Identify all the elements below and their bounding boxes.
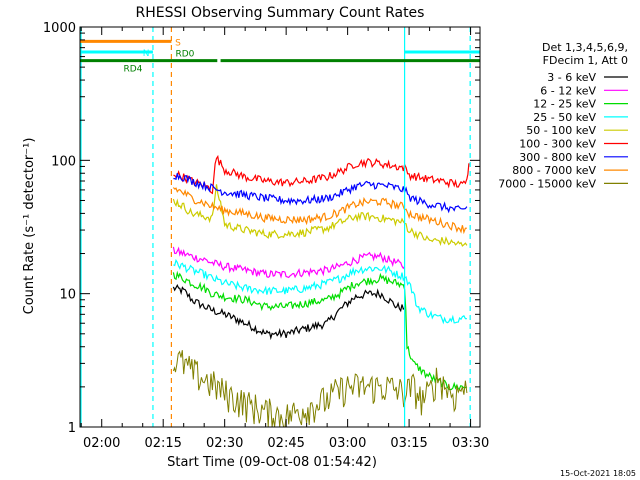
flag-label-rd0: RD0	[175, 50, 194, 60]
series-line-300-800-kev	[173, 173, 468, 214]
x-tick-label-02-15: 02:15	[144, 436, 181, 451]
series-line-3-6-kev	[172, 283, 405, 341]
y-tick-label-1000: 1000	[43, 21, 76, 36]
y-axis-label: Count Rate (s⁻¹ detector⁻¹)	[22, 138, 37, 315]
x-tick-label-03-00: 03:00	[329, 436, 366, 451]
x-tick-label-03-30: 03:30	[452, 436, 489, 451]
chart-title: RHESSI Observing Summary Count Rates	[136, 5, 425, 21]
series-line-25-50-kev	[173, 258, 467, 325]
y-tick-label-100: 100	[51, 154, 76, 169]
x-tick-label-02-45: 02:45	[267, 436, 304, 451]
legend-label-25-50-kev: 25 - 50 keV	[533, 111, 596, 124]
legend-label-100-300-kev: 100 - 300 keV	[519, 138, 596, 151]
axes: 02:00 02:15 02:30 02:45 03:00 03:15 03:30 1 10 10…	[43, 21, 489, 451]
x-tick-label-02-00: 02:00	[83, 436, 120, 451]
footer-timestamp: 15-Oct-2021 18:05	[560, 469, 636, 478]
legend: Det 1,3,4,5,6,9,FDecim 1, Att 0 3 - 6 keV…	[498, 41, 628, 190]
legend-label-6-12-kev: 6 - 12 keV	[540, 84, 596, 97]
legend-label-3-6-kev: 3 - 6 keV	[547, 71, 596, 84]
flag-label-rd4: RD4	[123, 65, 142, 75]
series-line-12-25-kev	[172, 270, 468, 391]
series-line-7000-15000-kev	[172, 350, 468, 428]
legend-label-12-25-kev: 12 - 25 keV	[533, 98, 596, 111]
y-tick-label-1: 1	[68, 421, 76, 436]
x-tick-label-03-15: 03:15	[390, 436, 427, 451]
x-axis-label: Start Time (09-Oct-08 01:54:42)	[167, 455, 377, 470]
series-line-800-7000-kev	[172, 187, 467, 235]
legend-label-800-7000-kev: 800 - 7000 keV	[512, 164, 596, 177]
x-tick-label-02-30: 02:30	[206, 436, 243, 451]
legend-label-7000-15000-kev: 7000 - 15000 keV	[498, 177, 596, 190]
legend-label-300-800-kev: 300 - 800 keV	[519, 151, 596, 164]
legend-header-line-1: Det 1,3,4,5,6,9,	[542, 41, 628, 54]
series-layer	[172, 154, 470, 428]
flag-label-s: S	[175, 38, 181, 48]
flag-label-n: N	[143, 49, 150, 59]
legend-label-50-100-kev: 50 - 100 keV	[526, 124, 596, 137]
plot-frame	[79, 26, 481, 428]
series-line-100-300-kev	[173, 154, 470, 195]
series-line-6-12-kev	[172, 246, 406, 279]
legend-header-line-2: FDecim 1, Att 0	[543, 54, 628, 67]
y-tick-label-10: 10	[59, 288, 76, 303]
series-line-50-100-kev	[172, 184, 468, 247]
